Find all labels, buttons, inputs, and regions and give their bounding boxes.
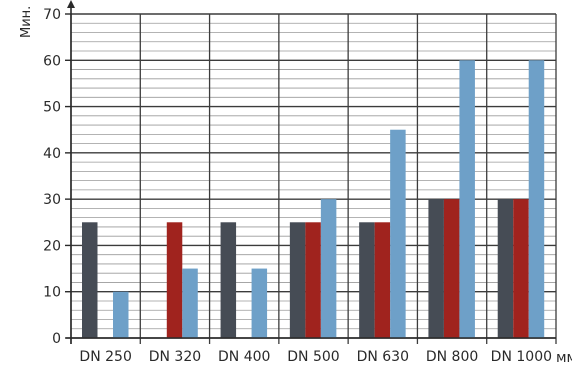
bars [82, 60, 545, 339]
bar [497, 199, 514, 338]
x-tick-label: DN 630 [357, 349, 409, 365]
y-tick-label: 10 [43, 285, 61, 301]
y-tick-label: 30 [43, 192, 61, 208]
bar [82, 222, 98, 338]
x-tick-label: DN 800 [426, 349, 478, 365]
x-tick-label: DN 320 [149, 349, 201, 365]
y-tick-label: 20 [43, 238, 61, 254]
bar [359, 222, 375, 338]
bar [251, 268, 268, 338]
x-tick-label: DN 250 [79, 349, 131, 365]
bar [320, 199, 337, 338]
bar [182, 268, 198, 338]
x-tick-labels: DN 250 DN 320 DN 400 DN 500 DN 630 DN 800 DN 1… [79, 349, 552, 365]
bar [220, 222, 237, 338]
y-tick-label: 50 [43, 100, 61, 116]
x-tick-label: DN 500 [287, 349, 339, 365]
bar [428, 199, 444, 338]
x-tick-label: DN 1000 [491, 349, 552, 365]
axes [66, 0, 556, 344]
bar [459, 60, 475, 339]
y-axis-arrow [67, 0, 75, 8]
bar [374, 222, 391, 338]
bar [528, 60, 545, 339]
x-tick-label: DN 400 [218, 349, 270, 365]
x-axis-unit: мм [556, 350, 572, 366]
y-axis-label: Мин. [19, 6, 34, 38]
bar [289, 222, 306, 338]
bar [513, 199, 529, 338]
bar [113, 291, 129, 338]
y-tick-label: 60 [43, 53, 61, 69]
y-tick-label: 40 [43, 146, 61, 162]
y-tick-label: 0 [52, 331, 61, 347]
bar [390, 129, 406, 338]
y-tick-labels: 0 10 20 30 40 50 60 70 [43, 7, 71, 347]
bar [305, 222, 321, 338]
bar [443, 199, 460, 338]
y-tick-label: 70 [43, 7, 61, 23]
bar [166, 222, 183, 338]
